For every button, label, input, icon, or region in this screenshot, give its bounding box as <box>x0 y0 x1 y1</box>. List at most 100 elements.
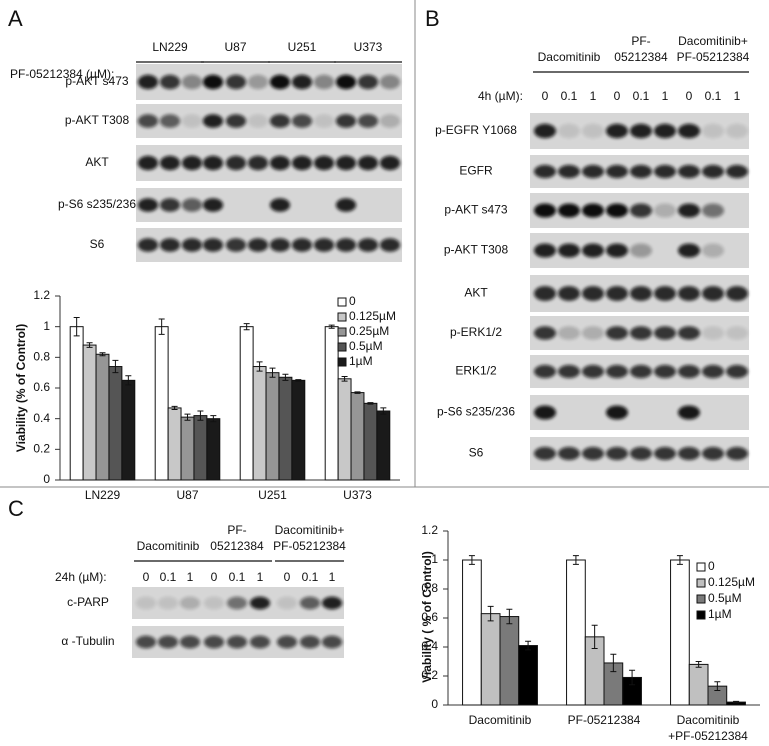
band <box>701 286 725 301</box>
error-bar <box>86 342 93 348</box>
band <box>159 238 181 252</box>
dose: 0.1 <box>302 570 319 584</box>
y-tick-label: 1.2 <box>33 288 50 302</box>
panel-label: B <box>425 6 440 31</box>
x-tick-label: U87 <box>176 488 198 502</box>
band <box>581 243 605 258</box>
y-tick-label: 0 <box>43 472 50 486</box>
band <box>202 74 224 90</box>
legend-label: 0.5µM <box>349 339 383 353</box>
band <box>249 635 271 649</box>
band <box>225 155 247 171</box>
band <box>181 198 203 212</box>
y-axis-title: Viability ( % of Control) <box>420 551 434 683</box>
band <box>653 286 677 301</box>
band <box>379 155 401 171</box>
dose: 1 <box>257 570 264 584</box>
band <box>269 198 291 212</box>
band <box>313 155 335 171</box>
blot <box>136 64 402 100</box>
band <box>725 364 749 379</box>
band <box>335 114 357 128</box>
band <box>533 405 557 420</box>
group-label: 05212384 <box>210 539 264 553</box>
legend-swatch <box>337 342 347 352</box>
group-label: Dacomitinib <box>538 50 601 64</box>
y-tick-label: 0.2 <box>421 668 438 682</box>
dose: 0 <box>211 570 218 584</box>
band <box>379 114 401 128</box>
band <box>677 326 701 340</box>
band <box>533 164 557 179</box>
band <box>291 114 313 128</box>
error-bar <box>572 555 579 565</box>
band <box>557 364 581 379</box>
row-label: p-AKT s473 <box>65 74 128 88</box>
row-label: S6 <box>469 446 484 460</box>
band <box>629 164 653 179</box>
blot <box>136 228 402 262</box>
legend-label: 1µM <box>708 607 732 621</box>
row-label: ERK1/2 <box>455 364 497 378</box>
band <box>581 123 605 139</box>
row-label: AKT <box>464 286 488 300</box>
blot <box>136 188 402 222</box>
bar <box>670 559 690 706</box>
band <box>321 596 343 610</box>
row-label: p-ERK1/2 <box>450 325 502 339</box>
bar <box>363 402 378 481</box>
error-bar <box>184 413 191 421</box>
error-bar <box>282 373 289 381</box>
legend-swatch <box>337 297 347 307</box>
band <box>701 123 725 139</box>
band <box>159 155 181 171</box>
band <box>137 114 159 128</box>
error-bar <box>380 407 387 415</box>
row-label: p-AKT T308 <box>65 113 130 127</box>
band <box>247 155 269 171</box>
error-bar <box>171 405 178 410</box>
bar <box>239 326 254 481</box>
dose: 1 <box>329 570 336 584</box>
y-tick-label: 0.6 <box>33 380 50 394</box>
row-label: EGFR <box>459 164 493 178</box>
row-label: p-S6 s235/236 <box>437 405 515 419</box>
error-bar <box>506 608 513 625</box>
group-label: PF- <box>631 34 650 48</box>
band <box>557 326 581 340</box>
bar <box>499 616 520 706</box>
error-bar <box>487 605 494 622</box>
band <box>533 123 557 139</box>
row-label: S6 <box>90 237 105 251</box>
band <box>379 74 401 90</box>
band <box>181 155 203 171</box>
error-bar <box>73 316 80 337</box>
dose: 0 <box>143 570 150 584</box>
band <box>557 164 581 179</box>
band <box>725 164 749 179</box>
band <box>677 203 701 218</box>
dose-label: PF-05212384 (µM): <box>10 67 114 81</box>
band <box>533 364 557 379</box>
x-tick-label: U251 <box>258 488 287 502</box>
y-tick-label: 0.4 <box>33 411 50 425</box>
dose: 1 <box>590 89 597 103</box>
group-label: Dacomitinib+ <box>678 34 748 48</box>
error-bar <box>714 681 721 691</box>
bar <box>688 663 709 706</box>
error-bar <box>610 653 617 673</box>
error-bar <box>328 324 335 329</box>
band <box>581 364 605 379</box>
bar <box>252 366 267 481</box>
band <box>137 238 159 252</box>
band <box>533 203 557 218</box>
band <box>605 203 629 218</box>
dose: 0.1 <box>633 89 650 103</box>
band <box>226 596 248 610</box>
band <box>247 238 269 252</box>
error-bar <box>629 669 636 686</box>
bar <box>566 559 586 706</box>
band <box>677 446 701 461</box>
band <box>181 238 203 252</box>
